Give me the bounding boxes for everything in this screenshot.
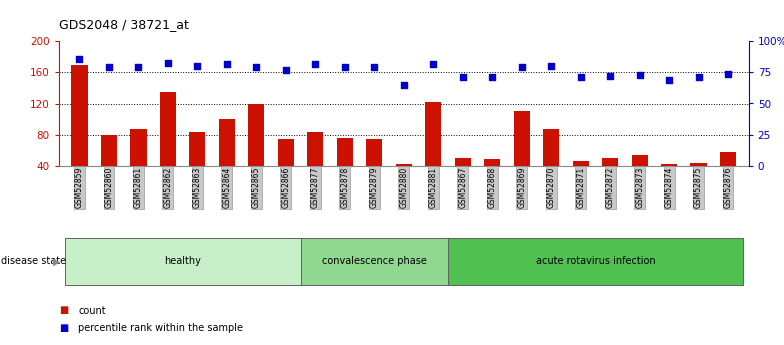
Text: ▶: ▶ xyxy=(53,256,61,266)
Bar xyxy=(130,129,147,197)
Point xyxy=(280,67,292,73)
Point xyxy=(633,72,646,78)
Text: GSM52860: GSM52860 xyxy=(104,167,114,208)
Point xyxy=(103,65,115,70)
Point xyxy=(575,75,587,80)
Bar xyxy=(160,92,176,197)
Text: GSM52872: GSM52872 xyxy=(606,167,615,208)
Bar xyxy=(249,104,264,197)
Text: ■: ■ xyxy=(59,306,68,315)
Text: GSM52871: GSM52871 xyxy=(576,167,585,208)
Bar xyxy=(366,139,383,197)
Point xyxy=(250,65,263,70)
Text: GSM52863: GSM52863 xyxy=(193,167,201,208)
Text: count: count xyxy=(78,306,106,315)
Bar xyxy=(278,139,294,197)
Point xyxy=(397,82,410,88)
Bar xyxy=(514,111,530,197)
Point xyxy=(515,65,528,70)
Text: healthy: healthy xyxy=(164,256,201,266)
Text: acute rotavirus infection: acute rotavirus infection xyxy=(535,256,655,266)
Text: GSM52861: GSM52861 xyxy=(134,167,143,208)
Point xyxy=(73,56,85,61)
Point xyxy=(662,77,675,83)
Text: disease state: disease state xyxy=(1,256,66,266)
Bar xyxy=(65,238,300,285)
Bar xyxy=(484,159,500,197)
Bar xyxy=(336,138,353,197)
Point xyxy=(191,63,204,69)
Text: GSM52878: GSM52878 xyxy=(340,167,350,208)
Text: GDS2048 / 38721_at: GDS2048 / 38721_at xyxy=(59,18,189,31)
Bar xyxy=(448,238,742,285)
Text: GSM52869: GSM52869 xyxy=(517,167,526,208)
Text: GSM52859: GSM52859 xyxy=(75,167,84,208)
Text: GSM52867: GSM52867 xyxy=(458,167,467,208)
Point xyxy=(604,73,616,79)
Text: GSM52870: GSM52870 xyxy=(546,167,556,208)
Bar xyxy=(300,238,448,285)
Text: GSM52866: GSM52866 xyxy=(281,167,290,208)
Text: GSM52862: GSM52862 xyxy=(163,167,172,208)
Text: GSM52874: GSM52874 xyxy=(665,167,673,208)
Point xyxy=(162,60,174,65)
Bar xyxy=(101,135,117,197)
Point xyxy=(309,61,321,67)
Bar xyxy=(455,158,471,197)
Text: convalescence phase: convalescence phase xyxy=(322,256,426,266)
Text: GSM52881: GSM52881 xyxy=(429,167,437,208)
Bar xyxy=(396,164,412,197)
Bar xyxy=(543,129,559,197)
Bar xyxy=(71,65,88,197)
Bar xyxy=(307,132,324,197)
Bar xyxy=(720,152,736,197)
Point xyxy=(456,75,469,80)
Point xyxy=(427,61,440,67)
Point xyxy=(220,61,233,67)
Text: GSM52879: GSM52879 xyxy=(370,167,379,208)
Point xyxy=(339,65,351,70)
Bar xyxy=(661,164,677,197)
Point xyxy=(486,75,499,80)
Bar xyxy=(691,163,706,197)
Text: percentile rank within the sample: percentile rank within the sample xyxy=(78,323,243,333)
Text: GSM52865: GSM52865 xyxy=(252,167,261,208)
Bar xyxy=(572,161,589,197)
Bar xyxy=(632,155,648,197)
Bar xyxy=(602,158,619,197)
Text: GSM52880: GSM52880 xyxy=(399,167,408,208)
Text: GSM52864: GSM52864 xyxy=(223,167,231,208)
Text: GSM52868: GSM52868 xyxy=(488,167,497,208)
Text: GSM52875: GSM52875 xyxy=(694,167,703,208)
Text: GSM52873: GSM52873 xyxy=(635,167,644,208)
Point xyxy=(545,63,557,69)
Point xyxy=(722,71,735,77)
Point xyxy=(368,65,380,70)
Text: GSM52877: GSM52877 xyxy=(310,167,320,208)
Bar xyxy=(425,102,441,197)
Point xyxy=(132,65,145,70)
Text: GSM52876: GSM52876 xyxy=(724,167,732,208)
Point xyxy=(692,75,705,80)
Text: ■: ■ xyxy=(59,323,68,333)
Bar xyxy=(189,132,205,197)
Bar xyxy=(219,119,235,197)
